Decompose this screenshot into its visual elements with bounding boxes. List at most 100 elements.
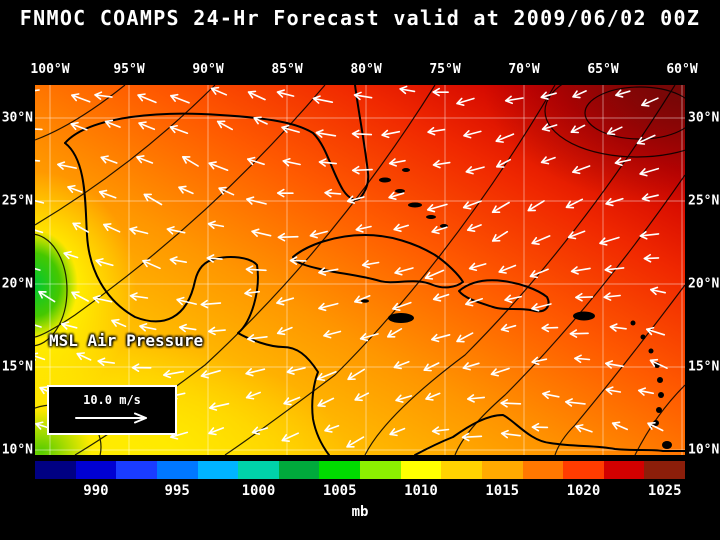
wind-arrow — [35, 352, 46, 361]
colorbar-tick-label: 1020 — [566, 483, 601, 499]
wind-arrow — [38, 290, 56, 303]
lat-tick-label-right: 20°N — [688, 276, 720, 292]
wind-arrow — [207, 220, 225, 230]
wind-arrow — [104, 119, 121, 128]
wind-arrow — [531, 422, 549, 432]
wind-arrow — [178, 185, 194, 195]
colorbar-tick-label: 1010 — [404, 483, 438, 499]
wind-arrow — [432, 87, 449, 97]
wind-arrow — [347, 368, 366, 381]
wind-arrow — [500, 398, 522, 408]
wind-arrow — [641, 97, 659, 107]
wind-arrow — [70, 121, 88, 131]
wind-arrow — [169, 256, 187, 265]
wind-arrow — [491, 230, 509, 242]
lon-tick-label: 85°W — [271, 62, 303, 77]
wind-arrow — [210, 86, 228, 96]
wind-arrow — [166, 226, 186, 235]
wind-arrow — [71, 291, 89, 302]
lon-tick-label: 65°W — [587, 62, 619, 77]
colorbar-segment — [197, 461, 239, 479]
wind-arrow — [276, 326, 293, 336]
wind-arrow — [425, 392, 441, 401]
wind-arrow — [564, 398, 586, 407]
wind-arrow — [647, 421, 664, 432]
wind-arrow — [103, 223, 121, 233]
wind-arrow — [500, 323, 517, 333]
wind-arrow — [63, 250, 79, 260]
wind-arrow — [605, 386, 622, 395]
wind-arrow — [463, 130, 482, 139]
wind-arrow — [609, 323, 627, 332]
wind-arrow — [281, 432, 300, 442]
coastlines — [64, 85, 685, 455]
wind-arrow — [318, 158, 338, 167]
wind-arrow — [129, 226, 149, 235]
wind-arrow — [427, 126, 446, 136]
colorbar-segment — [319, 461, 360, 479]
wind-arrow — [324, 424, 340, 433]
colorbar-segment — [603, 461, 645, 479]
wind-arrow — [346, 195, 365, 204]
wind-arrow — [60, 321, 78, 330]
wind-arrow — [139, 323, 157, 332]
colorbar-segment — [522, 461, 564, 479]
lat-tick-label-right: 10°N — [688, 442, 720, 458]
wind-arrow — [355, 224, 372, 233]
wind-arrow — [351, 165, 373, 175]
wind-arrow — [491, 201, 510, 214]
wind-arrow — [541, 123, 558, 132]
wind-arrow — [567, 230, 586, 240]
wind-arrow — [643, 253, 660, 263]
wind-arrow — [35, 195, 45, 204]
wind-arrow — [431, 225, 448, 235]
wind-arrow — [67, 184, 83, 194]
wind-arrow — [569, 329, 589, 338]
wind-arrow — [611, 421, 629, 431]
wind-arrow — [649, 358, 668, 370]
colorbar-tick-label: 1000 — [241, 483, 276, 499]
wind-arrow — [639, 167, 660, 177]
wind-scale-value: 10.0 m/s — [83, 393, 141, 407]
wind-arrow — [465, 166, 485, 175]
wind-arrow — [251, 426, 268, 435]
map-area: MSL Air Pressure 10.0 m/s — [35, 85, 685, 455]
wind-arrow — [35, 225, 44, 234]
lat-tick-label-left: 30°N — [1, 110, 33, 126]
lon-tick-label: 100°W — [30, 62, 70, 77]
wind-arrow — [100, 155, 118, 164]
wind-arrow — [649, 286, 667, 296]
field-label: MSL Air Pressure — [49, 331, 204, 350]
wind-arrow — [575, 292, 594, 302]
wind-arrow — [35, 262, 41, 271]
lon-tick-label: 95°W — [113, 62, 145, 77]
wind-arrow — [35, 86, 40, 96]
wind-arrow — [244, 288, 260, 297]
wind-arrow — [399, 85, 416, 95]
wind-arrow — [456, 97, 475, 106]
lat-tick-label-right: 25°N — [688, 193, 720, 209]
wind-arrow — [72, 222, 90, 233]
wind-arrow — [208, 427, 225, 436]
wind-arrow — [531, 235, 551, 246]
wind-arrow — [570, 124, 586, 134]
wind-arrow — [431, 426, 450, 435]
wind-arrow — [312, 95, 334, 104]
colorbar-tick-label: 990 — [83, 483, 109, 499]
colorbar-segment — [400, 461, 442, 479]
lon-tick-label: 70°W — [508, 62, 540, 77]
wind-arrow — [614, 157, 632, 167]
wind-arrow — [462, 362, 480, 371]
wind-arrow — [309, 230, 328, 239]
wind-arrow — [247, 90, 266, 101]
wind-arrow — [465, 297, 484, 307]
wind-arrow — [253, 116, 268, 125]
wind-arrow — [246, 334, 268, 343]
wind-arrow — [178, 323, 197, 333]
wind-arrow — [142, 259, 161, 270]
wind-arrow — [359, 332, 379, 342]
wind-arrow — [423, 362, 440, 372]
wind-arrow — [504, 95, 524, 105]
wind-arrow — [388, 158, 406, 167]
wind-arrow — [353, 91, 373, 101]
